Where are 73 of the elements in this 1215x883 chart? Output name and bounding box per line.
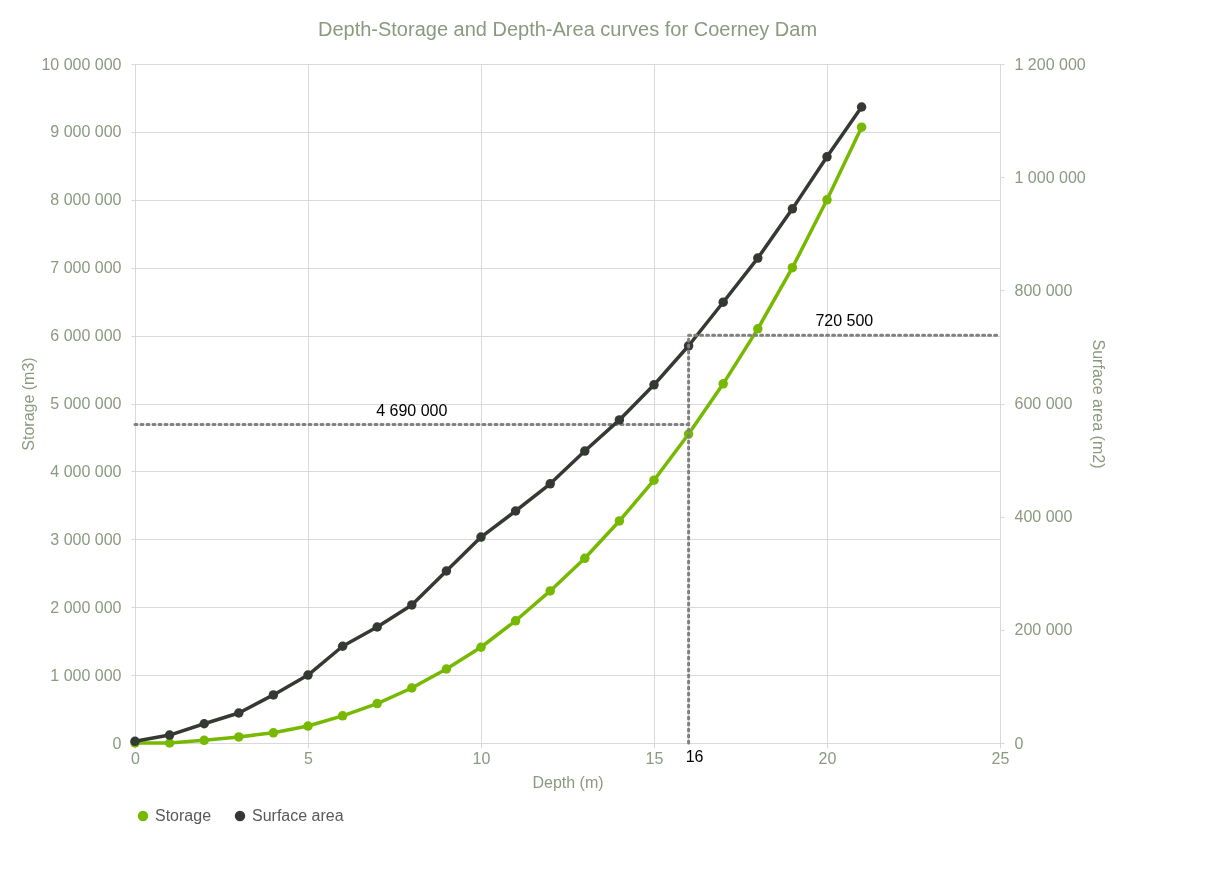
point	[649, 380, 659, 390]
point	[372, 698, 382, 709]
y2-axis-title: Surface area (m2)	[1089, 339, 1107, 469]
x-tick-label: 15	[645, 749, 664, 767]
point	[718, 297, 728, 307]
y2-tick-label: 600 000	[1014, 395, 1073, 412]
point	[614, 516, 625, 526]
y2-tick-label: 800 000	[1014, 281, 1073, 299]
point	[580, 553, 590, 564]
point	[337, 711, 348, 721]
point	[718, 379, 728, 389]
y-tick-label: 5 000 000	[50, 395, 122, 412]
y-axis-title: Storage (m3)	[20, 357, 38, 451]
legend-label: Surface area	[252, 807, 344, 824]
y-tick-label: 9 000 000	[50, 123, 122, 141]
y2-tick-label: 1 200 000	[1014, 55, 1086, 73]
point	[856, 122, 867, 132]
point	[164, 730, 175, 740]
y-tick-label: 1 000 000	[50, 666, 122, 684]
point	[649, 475, 659, 485]
y-tick-label: 10 000 000	[41, 55, 122, 73]
point	[234, 708, 244, 718]
point	[268, 728, 279, 738]
y-tick-label: 0	[112, 734, 122, 752]
point	[476, 642, 486, 652]
y2-tick-label: 200 000	[1014, 621, 1073, 639]
legend-label: Storage	[155, 807, 212, 824]
point	[199, 719, 209, 729]
x-tick-label: 5	[304, 749, 314, 767]
x-tick-label: 25	[991, 749, 1010, 767]
ref-line-label: 16	[685, 748, 704, 765]
y2-tick-label: 0	[1014, 734, 1024, 752]
y-tick-label: 2 000 000	[50, 598, 122, 616]
point	[337, 641, 348, 651]
point	[822, 195, 832, 205]
point	[303, 670, 313, 680]
point	[510, 506, 521, 516]
point	[753, 253, 763, 263]
point	[441, 664, 452, 674]
point	[614, 415, 625, 425]
point	[545, 479, 555, 489]
point	[164, 738, 175, 748]
y-tick-label: 7 000 000	[50, 259, 122, 277]
point	[856, 102, 867, 112]
y-tick-label: 6 000 000	[50, 327, 122, 345]
point	[753, 324, 763, 334]
point	[580, 446, 590, 456]
y-tick-label: 8 000 000	[50, 191, 122, 209]
point	[303, 721, 313, 731]
y2-tick-label: 400 000	[1014, 508, 1073, 526]
chart-title: Depth-Storage and Depth-Area curves for Coerney Dam	[317, 18, 818, 40]
point	[199, 735, 209, 746]
point	[268, 690, 279, 700]
point	[787, 262, 798, 273]
point	[787, 204, 798, 214]
point	[234, 732, 244, 742]
y-tick-label: 3 000 000	[50, 530, 122, 548]
point	[407, 600, 417, 610]
point	[441, 566, 452, 576]
point	[545, 586, 555, 596]
y-tick-label: 4 000 000	[50, 462, 122, 480]
point	[510, 616, 521, 626]
x-axis-title: Depth (m)	[532, 773, 604, 791]
point	[372, 622, 382, 632]
x-tick-label: 20	[818, 749, 837, 767]
ref-line-label: 720 500	[815, 312, 874, 330]
ref-line-label: 4 690 000	[376, 401, 448, 419]
x-tick-label: 0	[131, 749, 141, 767]
point	[822, 152, 832, 162]
y2-tick-label: 1 000 000	[1014, 168, 1086, 186]
point	[407, 683, 417, 693]
point	[476, 532, 486, 542]
x-tick-label: 10	[472, 749, 491, 767]
